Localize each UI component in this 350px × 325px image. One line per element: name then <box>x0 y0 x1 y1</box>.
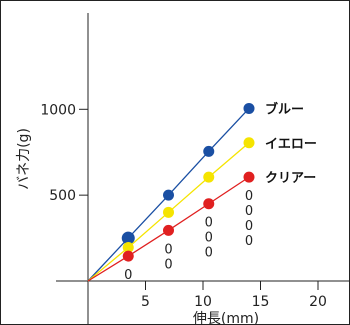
point-annotation: 0 <box>164 257 172 272</box>
point-annotation: 0 <box>245 219 253 234</box>
data-point <box>121 231 135 245</box>
data-point <box>163 189 174 201</box>
legend-label: クリアー <box>265 171 316 186</box>
point-annotation: 0 <box>245 234 253 249</box>
data-point <box>243 102 255 114</box>
legend-label: イエロー <box>265 137 317 152</box>
y-tick-label: 500 <box>49 188 76 204</box>
point-annotation: 0 <box>124 268 132 283</box>
x-tick-label: 5 <box>141 294 150 310</box>
data-point <box>163 206 174 218</box>
x-axis-title: 伸長(mm) <box>193 311 259 324</box>
x-tick-label: 15 <box>252 294 270 310</box>
point-annotation: 0 <box>245 204 253 219</box>
point-annotation: 0 <box>164 242 172 257</box>
data-point <box>122 242 134 254</box>
point-annotation: 0 <box>205 246 213 261</box>
data-point <box>203 198 215 210</box>
point-annotation: 0 <box>205 216 213 231</box>
data-point <box>163 224 174 236</box>
data-point <box>203 145 215 157</box>
x-tick-label: 10 <box>194 294 212 310</box>
data-point <box>203 171 215 183</box>
y-axis-title: バネ力(g) <box>16 128 32 190</box>
point-annotation: 0 <box>205 231 213 246</box>
x-tick-label: 20 <box>309 294 327 310</box>
data-point <box>243 137 255 149</box>
data-point <box>122 250 134 262</box>
data-point <box>243 171 255 183</box>
point-annotation: 0 <box>245 189 253 204</box>
y-tick-label: 1000 <box>40 102 76 118</box>
legend-label: ブルー <box>265 101 304 117</box>
